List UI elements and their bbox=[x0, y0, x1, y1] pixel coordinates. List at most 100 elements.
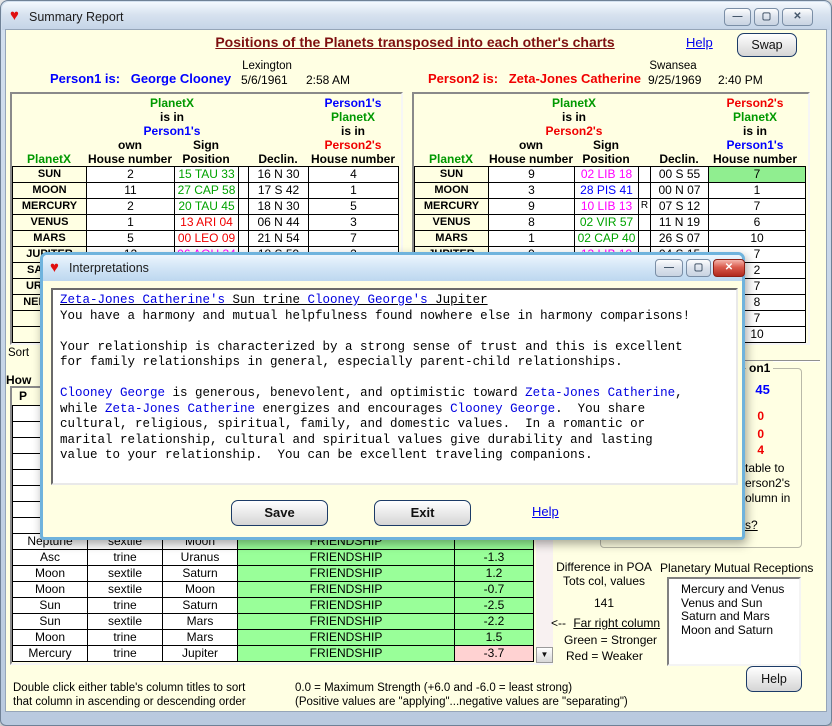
footer-strength-hint: 0.0 = Maximum Strength (+6.0 and -6.0 = … bbox=[295, 681, 628, 709]
poa-label: Difference in POA Tots col, values 141 bbox=[556, 560, 652, 610]
help-button-bottom[interactable]: Help bbox=[746, 666, 802, 692]
poa-line2: Tots col, values bbox=[562, 574, 646, 588]
aspect-type-cell: sextile bbox=[88, 614, 163, 630]
retrograde-cell bbox=[639, 183, 651, 199]
sign-position-cell: 02 LIB 18 bbox=[575, 167, 639, 183]
aspect-row[interactable]: Sun trine Saturn FRIENDSHIP -2.5 bbox=[13, 598, 534, 614]
aspect-row[interactable]: Mercury trine Jupiter FRIENDSHIP -3.7 bbox=[13, 646, 534, 662]
own-house-cell: 2 bbox=[87, 167, 175, 183]
declination-cell: 16 N 30 bbox=[249, 167, 309, 183]
sign-position-cell: 13 ARI 04 bbox=[175, 215, 239, 231]
exit-button[interactable]: Exit bbox=[374, 500, 471, 526]
reception-item[interactable]: Venus and Sun bbox=[681, 595, 763, 610]
poa-value: 141 bbox=[593, 596, 615, 610]
reception-item[interactable]: Saturn and Mars bbox=[681, 609, 770, 623]
col-header: Person2's bbox=[324, 138, 382, 152]
retrograde-cell bbox=[639, 215, 651, 231]
scroll-down-arrow-icon[interactable]: ▼ bbox=[536, 647, 553, 663]
planet1-cell: Moon bbox=[13, 582, 88, 598]
col-header: Person1's bbox=[324, 96, 382, 110]
footer-sort-line1: Double click either table's column title… bbox=[13, 682, 246, 694]
page-title: Positions of the Planets transposed into… bbox=[215, 34, 615, 50]
reception-item[interactable]: Mercury and Venus bbox=[681, 582, 785, 596]
link-fragment[interactable]: s? bbox=[745, 518, 758, 532]
dialog-maximize-button[interactable]: ▢ bbox=[686, 259, 711, 277]
sort-label-fragment: Sort bbox=[8, 347, 30, 359]
col-header: Person2's bbox=[545, 124, 603, 138]
dialog-titlebar[interactable]: ♥ Interpretations — ▢ ✕ bbox=[43, 255, 745, 281]
declination-cell: 18 N 30 bbox=[249, 199, 309, 215]
dialog-title: Interpretations bbox=[69, 261, 149, 275]
retrograde-cell bbox=[239, 215, 249, 231]
aspect-row[interactable]: Moon trine Mars FRIENDSHIP 1.5 bbox=[13, 630, 534, 646]
interpretation-text[interactable]: Zeta-Jones Catherine's Sun trine Clooney… bbox=[51, 288, 738, 485]
person1-table-header[interactable]: PlanetX Person1's is in PlanetX Person1'… bbox=[12, 94, 401, 166]
aspect-type-cell: trine bbox=[88, 550, 163, 566]
interpretation-line: marital relationship, cultural and spiri… bbox=[60, 433, 736, 449]
planet1-cell: Asc bbox=[13, 550, 88, 566]
col-header: PlanetX bbox=[428, 152, 474, 166]
heart-icon: ♥ bbox=[50, 259, 59, 276]
aspect-row[interactable]: Moon sextile Moon FRIENDSHIP -0.7 bbox=[13, 582, 534, 598]
legend-green: Green = Stronger bbox=[564, 633, 658, 647]
interpretations-dialog: ♥ Interpretations — ▢ ✕ Zeta-Jones Cathe… bbox=[40, 252, 745, 540]
person2-label: Person2 is: Zeta-Jones Catherine bbox=[428, 71, 641, 86]
own-house-cell: 1 bbox=[489, 231, 575, 247]
save-button[interactable]: Save bbox=[231, 500, 328, 526]
receptions-listbox[interactable]: Mercury and Venus Venus and Sun Saturn and… bbox=[667, 577, 801, 666]
close-button[interactable]: ✕ bbox=[782, 8, 813, 26]
planet1-cell: Moon bbox=[13, 566, 88, 582]
dialog-help-link[interactable]: Help bbox=[532, 504, 559, 519]
window-titlebar[interactable]: ♥ Summary Report — ▢ ✕ bbox=[2, 2, 830, 30]
reception-item[interactable]: Moon and Saturn bbox=[681, 622, 774, 637]
retrograde-cell bbox=[639, 231, 651, 247]
stat-value: 4 bbox=[757, 443, 765, 457]
left-arrow-icon: <-- bbox=[551, 616, 566, 630]
heart-icon: ♥ bbox=[10, 7, 19, 24]
stat-value: 0 bbox=[757, 409, 765, 423]
category-cell: FRIENDSHIP bbox=[238, 550, 455, 566]
declination-cell: 00 S 55 bbox=[651, 167, 709, 183]
person2-time: 2:40 PM bbox=[718, 73, 763, 87]
planet-row: MOON 11 27 CAP 58 17 S 42 1 bbox=[13, 183, 399, 199]
interpretation-text-segment: cultural, religious, spiritual, family, … bbox=[60, 417, 646, 431]
interpretation-line: for family relationships in general, esp… bbox=[60, 355, 736, 371]
declination-cell: 07 S 12 bbox=[651, 199, 709, 215]
own-house-cell: 1 bbox=[87, 215, 175, 231]
swap-button[interactable]: Swap bbox=[737, 33, 797, 57]
own-house-cell: 9 bbox=[489, 199, 575, 215]
interpretation-text-segment: Your relationship is characterized by a … bbox=[60, 339, 683, 354]
interpretation-text-segment: marital relationship, cultural and spiri… bbox=[60, 432, 653, 447]
planet-row: MOON 3 28 PIS 41 00 N 07 1 bbox=[415, 183, 806, 199]
aspect-row[interactable]: Moon sextile Saturn FRIENDSHIP 1.2 bbox=[13, 566, 534, 582]
receptions-title: Planetary Mutual Receptions bbox=[660, 561, 814, 575]
col-header: PlanetX bbox=[732, 110, 778, 124]
aspect-type-cell: sextile bbox=[88, 582, 163, 598]
interpretation-text-segment: energizes and encourages bbox=[255, 401, 451, 416]
dialog-minimize-button[interactable]: — bbox=[655, 259, 683, 277]
category-cell: FRIENDSHIP bbox=[238, 630, 455, 646]
text-fragment: erson2's bbox=[745, 476, 790, 490]
planet2-cell: Mars bbox=[163, 614, 238, 630]
planet-row: SUN 9 02 LIB 18 00 S 55 7 bbox=[415, 167, 806, 183]
col-header: is in bbox=[742, 124, 768, 138]
person1-label-text: Person1 is: bbox=[50, 71, 121, 86]
col-header: House number bbox=[87, 152, 173, 166]
person2-table-header[interactable]: PlanetX Person2's is in PlanetX Person2'… bbox=[414, 94, 808, 166]
dialog-close-button[interactable]: ✕ bbox=[713, 259, 745, 277]
help-link-top[interactable]: Help bbox=[686, 35, 713, 50]
maximize-button[interactable]: ▢ bbox=[754, 8, 779, 26]
interpretation-line: while Zeta-Jones Catherine energizes and… bbox=[60, 402, 736, 418]
col-header: own bbox=[519, 138, 543, 152]
stat-fragment: :45 bbox=[741, 382, 770, 397]
planet-name-cell: VENUS bbox=[415, 215, 489, 231]
retrograde-cell bbox=[239, 183, 249, 199]
person2-name: Zeta-Jones Catherine bbox=[508, 71, 641, 86]
aspect-row[interactable]: Sun sextile Mars FRIENDSHIP -2.2 bbox=[13, 614, 534, 630]
aspect-row[interactable]: Asc trine Uranus FRIENDSHIP -1.3 bbox=[13, 550, 534, 566]
planet-name-cell: MARS bbox=[13, 231, 87, 247]
sign-position-cell: 28 PIS 41 bbox=[575, 183, 639, 199]
strength-value-cell: -3.7 bbox=[455, 646, 534, 662]
minimize-button[interactable]: — bbox=[724, 8, 751, 26]
col-header: Person2's bbox=[726, 96, 784, 110]
